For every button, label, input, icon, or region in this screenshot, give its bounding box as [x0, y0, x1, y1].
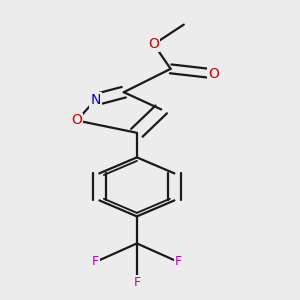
Text: F: F: [175, 255, 182, 268]
Text: F: F: [92, 255, 99, 268]
Text: O: O: [208, 67, 219, 81]
Text: N: N: [90, 93, 101, 106]
Text: O: O: [71, 113, 82, 128]
Text: F: F: [133, 276, 140, 289]
Text: O: O: [148, 37, 159, 51]
